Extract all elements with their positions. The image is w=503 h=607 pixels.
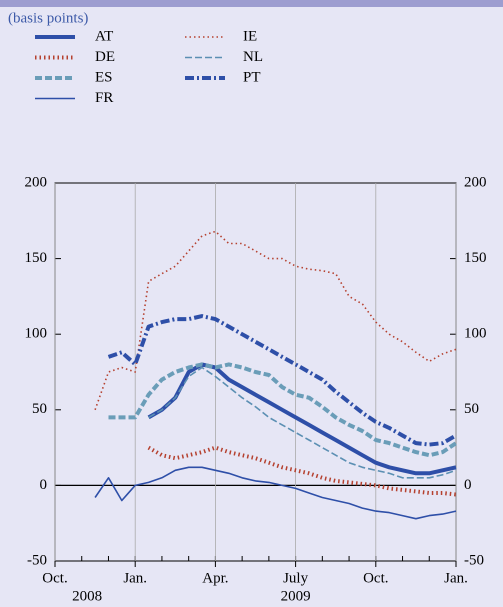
y-tick-label: -50	[27, 552, 47, 568]
series-line	[148, 366, 457, 479]
y-tick-label: 0	[40, 477, 48, 493]
x-tick-label: July	[283, 570, 309, 586]
subtitle: (basis points)	[8, 10, 88, 26]
x-tick-label: Jan.	[444, 570, 468, 586]
series-line	[94, 466, 457, 520]
y-tick-label: 100	[25, 326, 48, 342]
x-tick-label: Apr.	[202, 570, 228, 586]
series-line	[107, 314, 457, 447]
legend-label: FR	[95, 90, 113, 106]
year-label: 2008	[72, 588, 102, 604]
y2-tick-label: 100	[464, 326, 487, 342]
top-band	[0, 0, 503, 7]
y2-tick-label: -50	[464, 552, 484, 568]
year-label: 2009	[281, 588, 311, 604]
y2-tick-label: 150	[464, 250, 487, 266]
y2-tick-label: 50	[464, 401, 479, 417]
y-tick-label: 50	[32, 401, 47, 417]
y2-tick-label: 0	[464, 477, 472, 493]
x-tick-label: Oct.	[363, 570, 388, 586]
legend-label: AT	[95, 28, 113, 44]
x-tick-label: Jan.	[123, 570, 147, 586]
legend-label: IE	[243, 28, 257, 44]
series-line	[147, 445, 457, 497]
y-tick-label: 150	[25, 250, 48, 266]
legend-label: ES	[95, 69, 113, 85]
legend-label: DE	[95, 49, 115, 65]
legend-label: NL	[243, 49, 263, 65]
series-line	[94, 230, 457, 411]
y2-tick-label: 200	[464, 174, 487, 190]
series-line	[108, 362, 458, 458]
y-tick-label: 200	[25, 174, 48, 190]
x-tick-label: Oct.	[42, 570, 67, 586]
legend-label: PT	[243, 69, 261, 85]
